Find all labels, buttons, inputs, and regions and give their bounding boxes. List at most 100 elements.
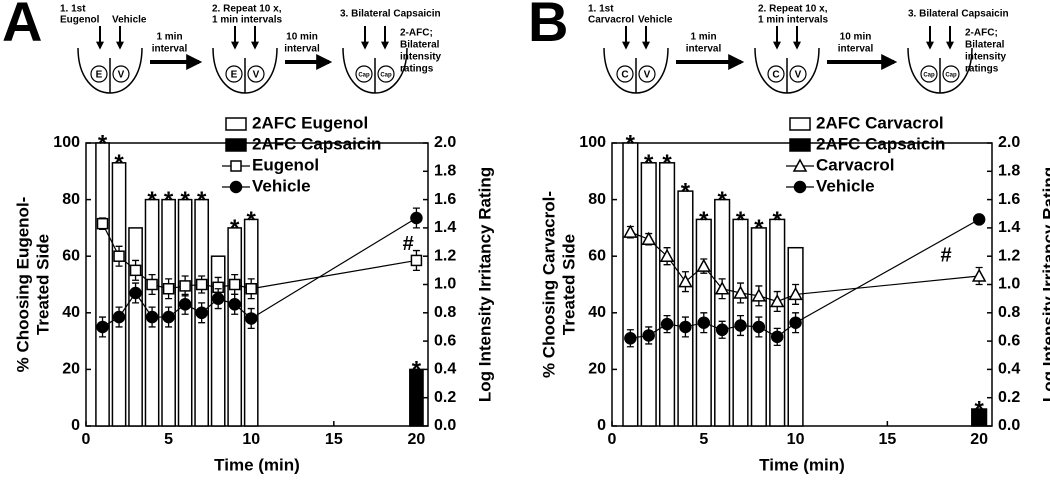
- result-text: Bilateral: [400, 40, 440, 51]
- site-label: V: [795, 70, 802, 81]
- step-text: Carvacrol: [588, 15, 634, 26]
- marker: [228, 298, 241, 311]
- annotation: *: [147, 187, 157, 214]
- y2-axis-label: Log Intensity Irritancy Rating: [475, 167, 494, 402]
- marker: [623, 224, 638, 238]
- y-tick-label: 80: [588, 191, 606, 208]
- y2-tick-label: 1.0: [998, 276, 1020, 293]
- marker: [162, 310, 175, 324]
- legend-label: Eugenol: [252, 155, 319, 174]
- marker: [752, 320, 766, 334]
- legend-swatch: [789, 138, 811, 152]
- annotation: *: [180, 187, 190, 214]
- marker: [971, 268, 987, 282]
- marker: [162, 282, 175, 295]
- step-text: 1 min intervals: [758, 15, 828, 26]
- annotation: *: [644, 150, 654, 177]
- marker: [660, 317, 674, 331]
- x-axis-label: Time (min): [214, 455, 300, 474]
- marker: [696, 258, 712, 272]
- legend-label: Vehicle: [252, 176, 311, 195]
- y2-tick-label: 1.4: [434, 219, 456, 236]
- site-label: Cap: [945, 73, 957, 79]
- y-tick-label: 0: [597, 417, 606, 434]
- result-text: ratings: [400, 64, 434, 75]
- x-tick-label: 10: [242, 431, 260, 448]
- panel-label: A: [2, 0, 42, 53]
- result-text: intensity: [965, 52, 1007, 63]
- marker: [678, 274, 693, 288]
- y-tick-label: 60: [588, 247, 606, 264]
- legend-label: 2AFC Capsaicin: [252, 134, 381, 153]
- annotation: *: [699, 207, 709, 234]
- y2-tick-label: 1.8: [998, 163, 1020, 180]
- y2-tick-label: 1.4: [998, 219, 1020, 236]
- marker: [972, 213, 986, 226]
- y-axis-label: Treated Side: [33, 234, 52, 335]
- legend-label: 2AFC Capsaicin: [816, 134, 945, 153]
- arrow-text: interval: [686, 44, 722, 55]
- marker: [788, 286, 803, 301]
- panel-label: B: [528, 0, 568, 53]
- marker: [715, 323, 729, 337]
- bar: [227, 227, 243, 427]
- x-tick-label: 0: [608, 431, 617, 448]
- site-label: V: [253, 70, 260, 81]
- y-tick-label: 100: [579, 134, 606, 151]
- arrow-text: interval: [838, 44, 874, 55]
- y2-tick-label: 1.6: [998, 191, 1020, 208]
- site-label: V: [644, 70, 651, 81]
- arrow-text: interval: [284, 44, 320, 55]
- annotation: *: [164, 187, 174, 214]
- y-tick-label: 0: [71, 417, 80, 434]
- marker: [228, 278, 241, 291]
- site-label: C: [621, 70, 628, 81]
- marker: [195, 306, 208, 320]
- y-tick-label: 40: [62, 304, 80, 321]
- step-text: Eugenol: [60, 15, 100, 26]
- stimulus-site: [638, 65, 656, 83]
- legend-label: Carvacrol: [816, 155, 894, 174]
- y2-tick-label: 1.0: [434, 276, 456, 293]
- arrow-text: 1 min: [156, 32, 182, 43]
- marker: [96, 320, 109, 334]
- step-text: 1. 1st: [588, 4, 614, 15]
- marker: [179, 280, 191, 292]
- bar: [128, 227, 143, 427]
- stimulus-site: [355, 65, 373, 83]
- bar: [658, 162, 676, 427]
- step-text: 3. Bilateral Capsaicin: [908, 9, 1009, 20]
- bar: [640, 162, 657, 427]
- y2-tick-label: 0.4: [998, 361, 1020, 378]
- y2-tick-label: 1.2: [434, 247, 456, 264]
- site-label: Cap: [380, 73, 392, 79]
- marker: [734, 319, 747, 332]
- step-text: 2. Repeat 10 x,: [212, 4, 282, 15]
- y-tick-label: 40: [588, 304, 606, 321]
- marker: [769, 293, 785, 308]
- result-text: intensity: [400, 52, 442, 63]
- x-tick-label: 5: [164, 431, 173, 448]
- marker: [195, 278, 208, 291]
- y2-axis-label: Log Intensity Irritancy Rating: [1039, 167, 1050, 402]
- marker: [96, 217, 109, 230]
- y-tick-label: 20: [588, 361, 606, 378]
- marker: [245, 282, 257, 295]
- bar: [677, 190, 694, 427]
- annotation: *: [230, 215, 240, 242]
- y2-tick-label: 1.8: [434, 163, 456, 180]
- marker: [230, 160, 242, 172]
- y2-tick-label: 0.8: [998, 304, 1020, 321]
- arrow-text: 10 min: [840, 32, 872, 43]
- result-text: Bilateral: [965, 40, 1005, 51]
- bar: [409, 368, 424, 427]
- y2-tick-label: 0.6: [998, 332, 1020, 349]
- site-label: E: [231, 70, 238, 81]
- marker: [129, 264, 142, 277]
- y-tick-label: 100: [53, 134, 80, 151]
- legend-label: 2AFC Carvacrol: [816, 113, 944, 132]
- site-label: V: [118, 70, 125, 81]
- y2-tick-label: 0.2: [434, 389, 456, 406]
- marker: [410, 254, 423, 267]
- arrow-text: interval: [152, 44, 188, 55]
